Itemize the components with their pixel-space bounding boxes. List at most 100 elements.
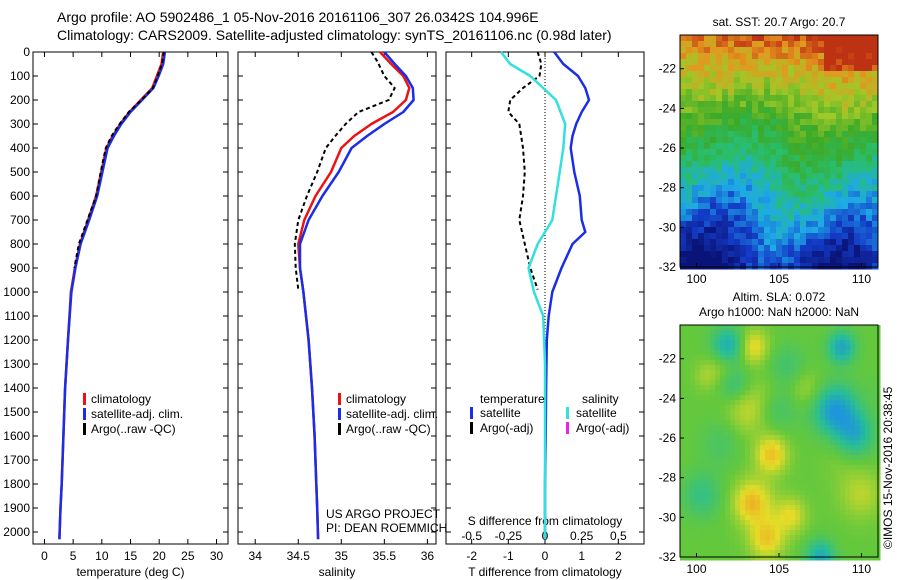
map-cell (764, 263, 771, 270)
map-cell (835, 515, 841, 521)
x-tick-label: 15 (124, 549, 138, 563)
map-cell (755, 520, 761, 526)
map-cell (788, 101, 795, 108)
map-cell (854, 251, 861, 258)
map-cell (740, 59, 747, 66)
map-cell (755, 470, 761, 476)
map-cell (740, 540, 746, 546)
map-cell (805, 355, 811, 361)
map-cell (785, 395, 791, 401)
map-cell (824, 65, 831, 72)
map-cell (865, 350, 871, 356)
map-cell (840, 345, 846, 351)
map-cell (836, 107, 843, 114)
map-cell (818, 143, 825, 150)
map-cell (710, 405, 716, 411)
map-cell (835, 325, 841, 331)
map-cell (690, 430, 696, 436)
map-cell (812, 113, 819, 120)
map-cell (715, 530, 721, 536)
map-cell (700, 375, 706, 381)
map-cell (725, 550, 731, 556)
y-tick-label: -30 (659, 510, 677, 524)
map-cell (850, 345, 856, 351)
map-cell (865, 345, 871, 351)
map-cell (746, 95, 753, 102)
map-cell (830, 137, 837, 144)
map-cell (686, 47, 693, 54)
map-cell (690, 405, 696, 411)
map-cell (870, 540, 876, 546)
map-cell (692, 89, 699, 96)
map-cell (854, 173, 861, 180)
map-cell (805, 530, 811, 536)
map-cell (794, 263, 801, 270)
map-cell (770, 53, 777, 60)
map-cell (824, 71, 831, 78)
map-cell (692, 101, 699, 108)
map-cell (690, 520, 696, 526)
map-cell (818, 35, 825, 42)
map-cell (720, 480, 726, 486)
map-cell (794, 149, 801, 156)
map-cell (680, 455, 686, 461)
map-cell (780, 370, 786, 376)
map-cell (782, 65, 789, 72)
map-cell (842, 173, 849, 180)
map-cell (780, 395, 786, 401)
map-cell (870, 465, 876, 471)
map-cell (785, 525, 791, 531)
map-cell (685, 420, 691, 426)
map-cell (692, 191, 699, 198)
map-cell (825, 365, 831, 371)
map-cell (705, 345, 711, 351)
map-cell (854, 263, 861, 270)
legend-swatch (566, 407, 569, 419)
map-cell (716, 173, 723, 180)
map-cell (705, 380, 711, 386)
map-cell (725, 385, 731, 391)
map-cell (845, 550, 851, 556)
map-cell (815, 470, 821, 476)
map-cell (770, 203, 777, 210)
map-cell (805, 380, 811, 386)
map-cell (745, 545, 751, 551)
map-cell (695, 445, 701, 451)
x-tick-label: 10 (95, 549, 109, 563)
map-cell (865, 405, 871, 411)
map-cell (825, 410, 831, 416)
map-cell (680, 410, 686, 416)
legend-swatch (83, 423, 86, 435)
map-cell (830, 143, 837, 150)
map-cell (795, 425, 801, 431)
map-cell (812, 191, 819, 198)
map-cell (780, 360, 786, 366)
map-cell (740, 239, 747, 246)
map-cell (855, 445, 861, 451)
map-cell (692, 47, 699, 54)
map-cell (686, 191, 693, 198)
map-cell (855, 330, 861, 336)
map-cell (848, 101, 855, 108)
map-cell (825, 450, 831, 456)
map-cell (812, 239, 819, 246)
map-cell (790, 540, 796, 546)
map-cell (746, 227, 753, 234)
map-cell (800, 95, 807, 102)
y-tick-label: -30 (659, 220, 677, 234)
difference-profile-panel: -2 -1 0 1 2T difference from climatology-0.5… (445, 51, 645, 579)
map-cell (700, 370, 706, 376)
map-cell (700, 335, 706, 341)
map-cell (745, 445, 751, 451)
map-cell (870, 475, 876, 481)
map-cell (820, 540, 826, 546)
map-cell (710, 263, 717, 270)
map-cell (794, 125, 801, 132)
map-cell (830, 167, 837, 174)
map-cell (735, 485, 741, 491)
x-tick-label: 1 (578, 549, 585, 563)
map-cell (795, 430, 801, 436)
map-cell (685, 335, 691, 341)
map-cell (750, 520, 756, 526)
map-cell (765, 465, 771, 471)
